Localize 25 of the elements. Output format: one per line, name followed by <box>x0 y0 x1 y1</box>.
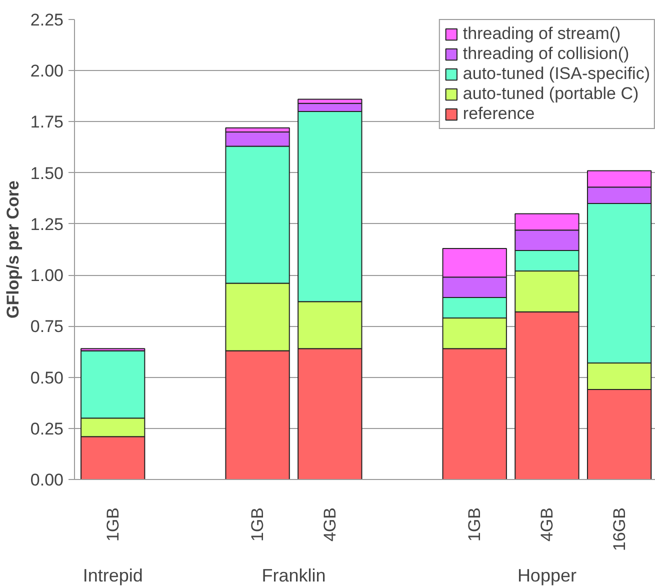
y-tick-label: 1.75 <box>30 112 64 132</box>
x-tick-label: 1GB <box>465 507 484 542</box>
x-tick-label: 4GB <box>320 507 340 542</box>
y-tick-label: 1.50 <box>30 164 64 183</box>
x-tick-label: 16GB <box>610 507 629 551</box>
text: Hopper <box>517 566 576 586</box>
x-tick-label: 1GB <box>248 507 268 542</box>
y-axis-title: GFlop/s per Core <box>3 180 22 318</box>
text: Franklin <box>262 566 326 586</box>
y-tick-label: 1.00 <box>30 266 64 286</box>
y-tick-label: 2.25 <box>30 10 64 30</box>
y-tick-label: 0.75 <box>30 317 64 336</box>
legend-label: auto-tuned (portable C) <box>462 84 639 104</box>
y-tick-label: 0.25 <box>30 419 64 438</box>
legend-label: auto-tuned (ISA-specific) <box>462 64 650 84</box>
y-tick-label: 1.25 <box>30 214 64 234</box>
x-tick-label: 4GB <box>537 507 556 542</box>
legend-label: reference <box>462 104 535 124</box>
y-tick-label: 2.00 <box>30 62 64 81</box>
text: Intrepid <box>82 566 143 586</box>
y-tick-label: 0.00 <box>30 470 64 490</box>
y-tick-label: 0.50 <box>30 368 64 388</box>
x-tick-label: 1GB <box>103 507 122 542</box>
legend-label: threading of stream() <box>462 24 621 44</box>
legend-label: threading of collision() <box>462 44 630 64</box>
